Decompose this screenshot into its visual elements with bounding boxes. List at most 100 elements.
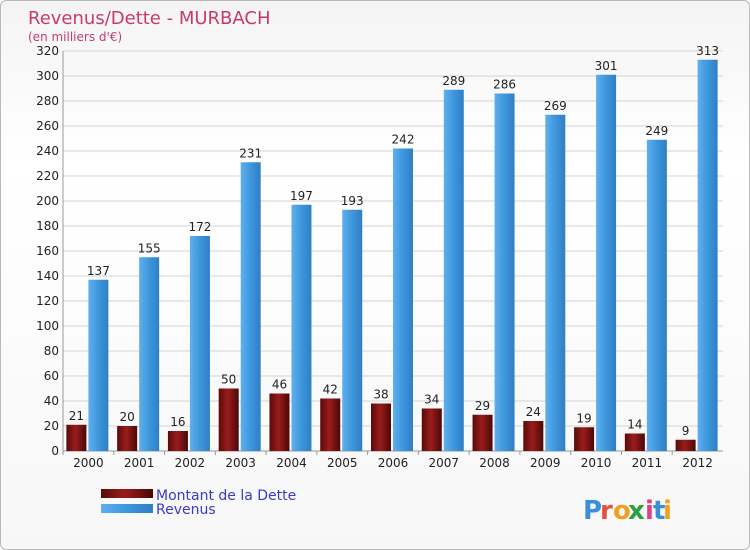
y-tick-label: 320 [36, 44, 59, 58]
logo-letter: x [628, 496, 645, 526]
bar-revenus [646, 139, 667, 451]
data-label: 172 [188, 220, 211, 234]
x-tick-label: 2001 [124, 456, 155, 470]
y-axis: 0 20 40 60 80 100 120 140 160 180 200 220 240 260 280 3… [36, 44, 59, 458]
bar-revenus [443, 89, 464, 451]
bar-revenus [291, 204, 312, 451]
y-tick-label: 280 [36, 94, 59, 108]
bar-debt [218, 388, 239, 451]
bar-revenus [596, 74, 617, 451]
y-tick-label: 80 [44, 344, 59, 358]
x-tick-label: 2006 [378, 456, 409, 470]
bar-debt [167, 431, 188, 451]
data-label: 269 [544, 99, 567, 113]
x-tick-label: 2005 [327, 456, 358, 470]
legend-label-revenus: Revenus [156, 502, 216, 518]
data-label: 289 [442, 74, 465, 88]
logo-letter: i [645, 496, 654, 526]
data-label: 137 [87, 264, 110, 278]
legend: Montant de la Dette Revenus [101, 488, 296, 518]
chart-subtitle: (en milliers d'€) [28, 30, 122, 44]
x-tick-label: 2000 [73, 456, 104, 470]
y-tick-label: 300 [36, 69, 59, 83]
proxiti-logo: Pr ox i ti [583, 496, 672, 526]
bar-revenus [697, 59, 718, 451]
y-tick-label: 260 [36, 119, 59, 133]
data-label: 29 [475, 399, 490, 413]
data-label: 42 [323, 383, 338, 397]
y-tick-label: 140 [36, 269, 59, 283]
x-tick-label: 2011 [632, 456, 663, 470]
y-tick-label: 220 [36, 169, 59, 183]
bar-revenus [139, 257, 160, 451]
data-label: 46 [272, 378, 287, 392]
logo-letter: t [653, 496, 665, 526]
bar-revenus [88, 279, 109, 451]
data-label: 9 [682, 424, 690, 438]
data-label: 50 [221, 373, 236, 387]
bar-revenus [545, 114, 566, 451]
y-tick-label: 100 [36, 319, 59, 333]
x-tick-label: 2003 [225, 456, 256, 470]
data-label: 313 [696, 44, 719, 58]
chart-title: Revenus/Dette - MURBACH [28, 8, 270, 29]
bar-revenus [494, 93, 515, 451]
x-tick-label: 2012 [682, 456, 713, 470]
y-tick-label: 60 [44, 369, 59, 383]
logo-letter: o [613, 496, 631, 526]
bar-revenus [342, 209, 363, 451]
y-tick-label: 240 [36, 144, 59, 158]
bar-debt [320, 398, 341, 451]
data-label: 193 [341, 194, 364, 208]
legend-label-debt: Montant de la Dette [156, 488, 296, 504]
bar-debt [523, 421, 544, 451]
data-label: 155 [138, 241, 161, 255]
bar-debt [421, 408, 442, 451]
x-tick-label: 2008 [479, 456, 510, 470]
x-tick-label: 2004 [276, 456, 307, 470]
y-tick-label: 40 [44, 394, 59, 408]
data-label: 16 [170, 415, 185, 429]
y-tick-label: 120 [36, 294, 59, 308]
bars: 21 137 20 155 16 172 50 231 46 197 42 193 38 242 34 289… [66, 44, 719, 451]
bar-revenus [393, 148, 413, 451]
logo-letter: r [600, 496, 613, 526]
data-label: 231 [239, 146, 262, 160]
bar-debt [574, 427, 595, 451]
logo-letter: P [583, 496, 602, 526]
data-label: 242 [392, 133, 415, 147]
bar-debt [117, 426, 138, 451]
bar-debt [675, 439, 696, 451]
legend-swatch-revenus [101, 504, 153, 513]
data-label: 24 [526, 405, 541, 419]
bar-debt [269, 393, 290, 451]
legend-swatch-debt [101, 489, 153, 498]
data-label: 197 [290, 189, 313, 203]
x-tick-label: 2009 [530, 456, 561, 470]
y-tick-label: 160 [36, 244, 59, 258]
x-tick-label: 2010 [581, 456, 612, 470]
data-label: 38 [373, 388, 388, 402]
x-tick-label: 2007 [428, 456, 459, 470]
data-label: 286 [493, 78, 516, 92]
y-tick-label: 0 [51, 444, 59, 458]
y-tick-label: 180 [36, 219, 59, 233]
y-tick-label: 20 [44, 419, 59, 433]
data-label: 301 [595, 59, 618, 73]
bar-debt [371, 403, 391, 451]
bar-debt [472, 414, 493, 451]
x-tick-label: 2002 [175, 456, 206, 470]
y-tick-label: 200 [36, 194, 59, 208]
data-label: 19 [576, 411, 591, 425]
logo-letter: i [663, 496, 672, 526]
bar-revenus [240, 162, 261, 451]
bar-revenus [189, 236, 210, 451]
bar-debt [624, 433, 645, 451]
bar-debt [66, 424, 87, 451]
data-label: 20 [120, 410, 135, 424]
x-axis: 2000 2001 2002 2003 2004 2005 2006 2007 2008 2009… [62, 451, 713, 470]
data-label: 21 [69, 409, 84, 423]
data-label: 34 [424, 393, 439, 407]
